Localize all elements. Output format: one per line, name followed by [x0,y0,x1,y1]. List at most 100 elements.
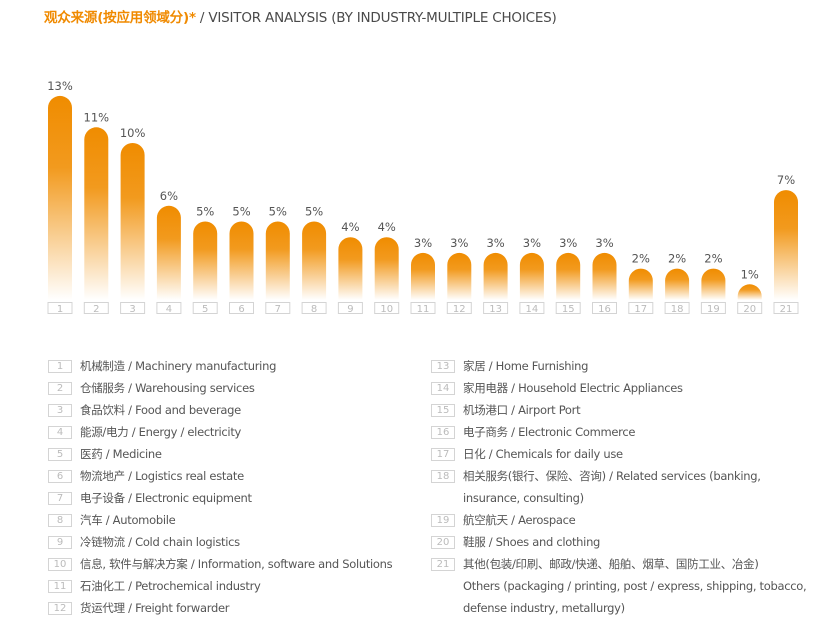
legend-label-line: 冷链物流 / Cold chain logistics [80,535,240,549]
category-box [737,302,763,314]
legend-label: 信息, 软件与解决方案 / Information, software and … [80,553,393,575]
legend-label-line: 仓储服务 / Warehousing services [80,381,255,395]
legend-label-line: 日化 / Chemicals for daily use [463,447,623,461]
category-tick-label: 20 [743,304,756,315]
category-tick-label: 9 [347,304,353,315]
bar-2 [84,127,109,300]
bar-4 [156,205,181,300]
legend-item: 9 冷链物流 / Cold chain logistics [48,531,418,553]
category-box [446,302,472,314]
legend-label-line: 货运代理 / Freight forwarder [80,601,230,615]
legend-label-line: 汽车 / Automobile [80,513,176,527]
bar-value-label: 4% [378,220,396,234]
legend-number-box: 19 [431,514,455,527]
legend-number-box: 6 [48,470,72,483]
legend-number-box: 5 [48,448,72,461]
category-tick-label: 16 [598,304,611,315]
legend-item: 14 家用电器 / Household Electric Appliances [431,377,831,399]
legend-left-column: 1 机械制造 / Machinery manufacturing 2 仓储服务 / W… [48,355,418,619]
category-tick-label: 19 [707,304,720,315]
legend-item: 1 机械制造 / Machinery manufacturing [48,355,418,377]
category-tick-label: 8 [311,304,317,315]
legend-label-line: 其他(包装/印刷、邮政/快递、船舶、烟草、国防工业、冶金) [463,557,759,571]
legend-number-box: 21 [431,558,455,571]
category-box [664,302,690,314]
category-tick-label: 1 [57,304,63,315]
legend-number-box: 7 [48,492,72,505]
legend-number-box: 18 [431,470,455,483]
legend-label: 航空航天 / Aerospace [463,509,576,531]
bar-value-label: 5% [269,205,287,219]
legend-label: 冷链物流 / Cold chain logistics [80,531,240,553]
category-tick-label: 5 [202,304,208,315]
bar-value-label: 2% [632,252,650,266]
category-box [47,302,73,314]
bar-21 [774,190,798,300]
legend-number-box: 1 [48,360,72,373]
legend-label: 石油化工 / Petrochemical industry [80,575,261,597]
legend-item: 13 家居 / Home Furnishing [431,355,831,377]
legend-number-box: 20 [431,536,455,549]
bar-value-label: 2% [704,252,722,266]
category-box [555,302,581,314]
legend-item: 11 石油化工 / Petrochemical industry [48,575,418,597]
legend-label: 机械制造 / Machinery manufacturing [80,355,276,377]
legend-item: 17 日化 / Chemicals for daily use [431,443,831,465]
bar-value-label: 5% [232,205,250,219]
legend-label-line: 电子设备 / Electronic equipment [80,491,252,505]
category-tick-label: 21 [780,304,793,315]
bar-value-label: 3% [486,236,504,250]
bar-6 [229,221,254,300]
legend-right-column: 13 家居 / Home Furnishing 14 家用电器 / Household… [431,355,831,619]
category-box [519,302,545,314]
category-box [301,302,327,314]
legend-item: 6 物流地产 / Logistics real estate [48,465,418,487]
legend-label: 电子设备 / Electronic equipment [80,487,252,509]
legend-label-line: defense industry, metallurgy) [463,601,625,615]
legend-item: 4 能源/电力 / Energy / electricity [48,421,418,443]
legend-label-line: Others (packaging / printing, post / exp… [463,579,807,593]
legend-number-box: 17 [431,448,455,461]
bar-chart: 13% 1 11% 2 10% 3 6% 4 5% 5 5% 6 5% 7 5% 8 4% 9 4% 10 3% 11 3%… [47,79,799,315]
legend-label: 食品饮料 / Food and beverage [80,399,241,421]
legend-item: 20 鞋服 / Shoes and clothing [431,531,831,553]
category-tick-label: 3 [129,304,135,315]
legend-number-box: 13 [431,360,455,373]
bar-value-label: 5% [305,205,323,219]
category-tick-label: 14 [526,304,539,315]
category-box [483,302,509,314]
legend-label: 日化 / Chemicals for daily use [463,443,623,465]
bar-value-label: 1% [741,267,759,281]
page-title: 观众来源(按应用领域分)* / VISITOR ANALYSIS (BY IND… [44,6,557,26]
legend-item: 3 食品饮料 / Food and beverage [48,399,418,421]
bar-5 [193,221,218,300]
bar-10 [374,237,399,300]
legend-item: 10 信息, 软件与解决方案 / Information, software an… [48,553,418,575]
bar-value-label: 5% [196,205,214,219]
bar-12 [447,252,472,300]
bar-17 [628,268,653,300]
legend-number-box: 12 [48,602,72,615]
legend-item: 2 仓储服务 / Warehousing services [48,377,418,399]
legend-label-line: 医药 / Medicine [80,447,162,461]
legend-label-line: 物流地产 / Logistics real estate [80,469,244,483]
legend-number-box: 16 [431,426,455,439]
bar-11 [411,252,435,300]
legend-label: 物流地产 / Logistics real estate [80,465,244,487]
legend-label: 机场港口 / Airport Port [463,399,581,421]
category-box [120,302,146,314]
bar-9 [338,237,363,300]
legend-label: 货运代理 / Freight forwarder [80,597,229,619]
legend-label-line: 食品饮料 / Food and beverage [80,403,241,417]
bar-15 [556,252,581,300]
category-box [83,302,109,314]
bar-18 [665,268,690,300]
category-box [773,302,799,314]
legend-item: 5 医药 / Medicine [48,443,418,465]
category-tick-label: 17 [634,304,647,315]
legend-label: 仓储服务 / Warehousing services [80,377,255,399]
category-box [156,302,182,314]
bar-value-label: 13% [47,79,73,93]
legend-label-line: 家用电器 / Household Electric Appliances [463,381,683,395]
legend-label: 汽车 / Automobile [80,509,176,531]
